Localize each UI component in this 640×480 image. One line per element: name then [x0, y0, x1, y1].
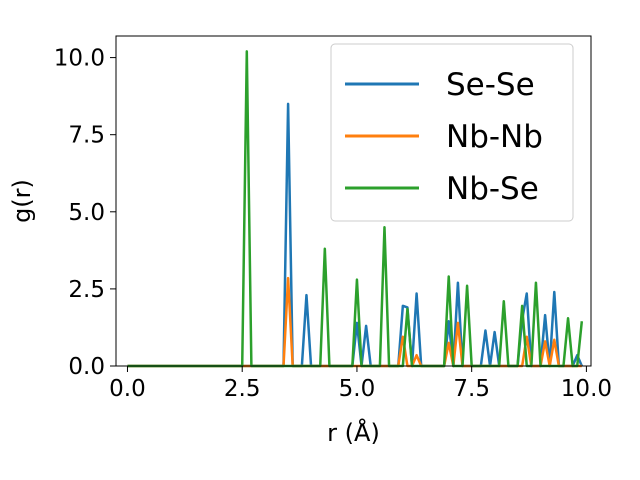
y-axis-ticks: 0.0 2.5 5.0 7.5 10.0	[54, 46, 116, 380]
legend-items: Se-Se Nb-Nb Nb-Se	[345, 67, 543, 207]
x-tick-label: 5.0	[339, 376, 376, 402]
legend-label: Se-Se	[446, 67, 535, 103]
y-tick-label: 7.5	[68, 123, 105, 149]
series-line-nb-se	[127, 50, 584, 368]
y-tick-label: 10.0	[54, 46, 105, 72]
series-line-nb-nb	[127, 276, 582, 368]
plot-frame	[115, 35, 592, 367]
y-axis-label: g(r)	[8, 179, 36, 223]
x-tick-label: 2.5	[224, 376, 261, 402]
x-tick-label: 0.0	[109, 376, 146, 402]
x-axis-label: r (Å)	[327, 418, 380, 447]
y-tick-label: 5.0	[68, 200, 105, 226]
y-tick-label: 2.5	[68, 277, 105, 303]
x-tick-label: 10.0	[561, 376, 612, 402]
legend-label: Nb-Se	[446, 171, 539, 207]
y-tick-label: 0.0	[68, 354, 105, 380]
legend: Se-Se Nb-Nb Nb-Se	[330, 43, 574, 222]
x-axis-ticks: 0.0 2.5 5.0 7.5 10.0	[109, 366, 612, 402]
legend-box	[330, 43, 574, 222]
legend-label: Nb-Nb	[446, 119, 543, 155]
x-tick-label: 7.5	[453, 376, 490, 402]
